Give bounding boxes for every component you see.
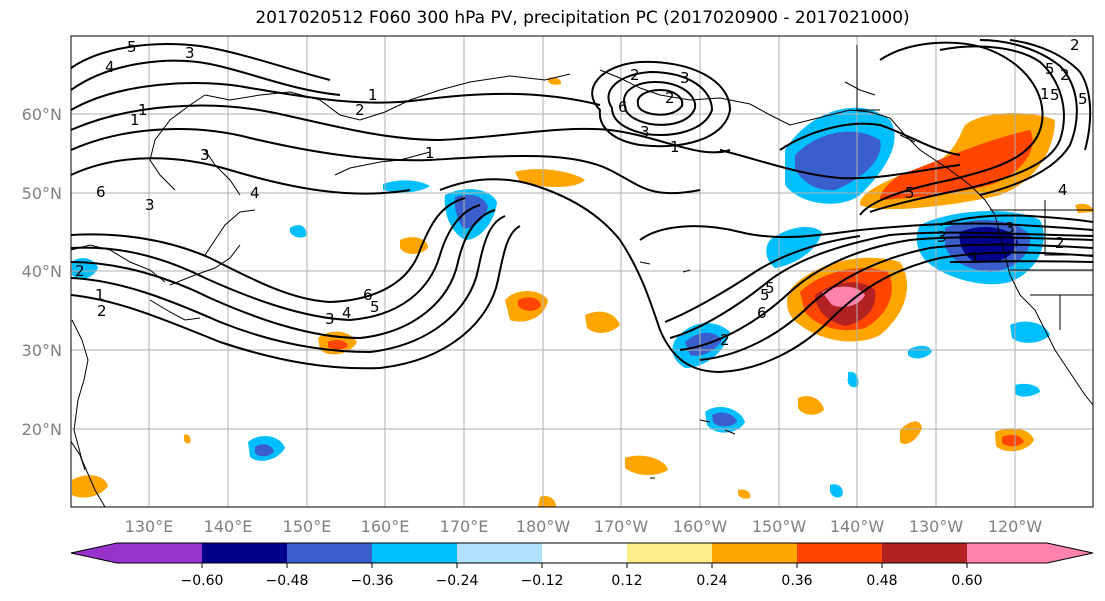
lon-label: 140°E <box>204 517 253 536</box>
contour-label: 1 <box>368 86 378 104</box>
contour-label: 2 <box>1060 66 1070 84</box>
colorbar-ticks <box>201 563 968 568</box>
contour-label: 4 <box>342 304 352 322</box>
lat-label: 60°N <box>22 105 62 124</box>
lon-label: 130°W <box>909 517 964 536</box>
colorbar-segment <box>202 543 288 563</box>
contour-label: 3 <box>680 69 690 87</box>
lon-label: 170°W <box>594 517 649 536</box>
contour-label: 5 <box>1078 90 1088 108</box>
contour-label: 1 <box>670 138 680 156</box>
colorbar: −0.60 −0.48 −0.36 −0.24 −0.12 0.12 0.24 … <box>70 542 1094 589</box>
contour-label: 1 <box>95 286 105 304</box>
lat-label: 40°N <box>22 262 62 281</box>
contour-label: 6 <box>363 286 373 304</box>
precipitation-shading <box>72 77 1093 507</box>
lat-label: 50°N <box>22 184 62 203</box>
lon-label: 160°E <box>361 517 410 536</box>
contour-label: 4 <box>1058 181 1068 199</box>
latitude-labels: 60°N 50°N 40°N 30°N 20°N <box>22 105 62 439</box>
colorbar-segment <box>1047 543 1093 563</box>
contour-label: 2 <box>75 262 85 280</box>
contour-label: 2 <box>630 66 640 84</box>
lon-label: 150°E <box>283 517 332 536</box>
contour-label: 1 <box>1040 85 1050 103</box>
contour-label: 6 <box>618 98 628 116</box>
colorbar-tick-label: −0.12 <box>521 573 564 589</box>
lon-label: 140°W <box>830 517 885 536</box>
contour-label: 1 <box>970 249 980 267</box>
lon-label: 170°E <box>440 517 489 536</box>
contour-label: 3 <box>640 123 650 141</box>
contour-label: 5 <box>1050 86 1060 104</box>
longitude-labels: 130°E 140°E 150°E 160°E 170°E 180°W 170°… <box>125 517 1043 536</box>
map-panel: 5 3 4 1 2 6 2 6 3 3 2 1 2 1 6 5 4 3 3 1 … <box>71 36 1093 507</box>
colorbar-tick-label: −0.60 <box>181 573 224 589</box>
colorbar-segment <box>882 543 968 563</box>
lat-label: 30°N <box>22 341 62 360</box>
colorbar-tick-label: −0.24 <box>436 573 479 589</box>
contour-label: 6 <box>96 183 106 201</box>
colorbar-tick-label: 0.48 <box>866 573 897 589</box>
contour-label: 4 <box>105 58 115 76</box>
colorbar-segment <box>287 543 373 563</box>
contour-label: 6 <box>757 304 767 322</box>
contour-label: 3 <box>937 228 947 246</box>
colorbar-tick-label: 0.60 <box>951 573 982 589</box>
contour-label: 2 <box>355 101 365 119</box>
contour-label: 1 <box>425 144 435 162</box>
pv-contours <box>71 39 1093 373</box>
contour-label: 3 <box>145 196 155 214</box>
pv-contour-labels: 5 3 4 1 2 6 2 6 3 3 2 1 2 1 6 5 4 3 3 1 … <box>75 36 1088 349</box>
contour-label: 4 <box>250 184 260 202</box>
colorbar-tick-label: 0.12 <box>611 573 642 589</box>
contour-label: 3 <box>1005 219 1015 237</box>
colorbar-segment <box>712 543 798 563</box>
colorbar-tick-label: −0.48 <box>266 573 309 589</box>
contour-label: 3 <box>325 310 335 328</box>
contour-label: 3 <box>185 44 195 62</box>
colorbar-segment <box>117 543 203 563</box>
contour-label: 2 <box>720 331 730 349</box>
colorbar-segment <box>372 543 458 563</box>
map-frame <box>70 35 1094 508</box>
contour-label: 3 <box>200 146 210 164</box>
colorbar-segment <box>71 543 117 563</box>
colorbar-segment <box>967 543 1047 563</box>
contour-label: 2 <box>1070 36 1080 54</box>
lon-label: 160°W <box>673 517 728 536</box>
colorbar-tick-label: 0.36 <box>781 573 812 589</box>
chart-title: 2017020512 F060 300 hPa PV, precipitatio… <box>255 8 910 28</box>
contour-label: 2 <box>665 89 675 107</box>
contour-label: 5 <box>370 298 380 316</box>
contour-label: 2 <box>1055 234 1065 252</box>
lon-label: 150°W <box>752 517 807 536</box>
colorbar-outline <box>70 542 1094 564</box>
lon-label: 130°E <box>125 517 174 536</box>
colorbar-segment <box>797 543 883 563</box>
lon-label: 120°W <box>988 517 1043 536</box>
colorbar-segment <box>542 543 628 563</box>
lat-label: 20°N <box>22 420 62 439</box>
contour-label: 2 <box>97 302 107 320</box>
contour-label: 5 <box>765 279 775 297</box>
colorbar-tick-label: 0.24 <box>696 573 727 589</box>
contour-label: 5 <box>1045 60 1055 78</box>
lon-label: 180°W <box>516 517 571 536</box>
contour-label: 5 <box>127 38 137 56</box>
contour-label: 1 <box>130 111 140 129</box>
contour-label: 1 <box>138 101 148 119</box>
colorbar-segment <box>457 543 543 563</box>
contour-label: 5 <box>905 184 915 202</box>
contour-label: 5 <box>760 286 770 304</box>
map-gridlines <box>71 36 1093 507</box>
colorbar-segment <box>627 543 713 563</box>
colorbar-tick-label: −0.36 <box>351 573 394 589</box>
